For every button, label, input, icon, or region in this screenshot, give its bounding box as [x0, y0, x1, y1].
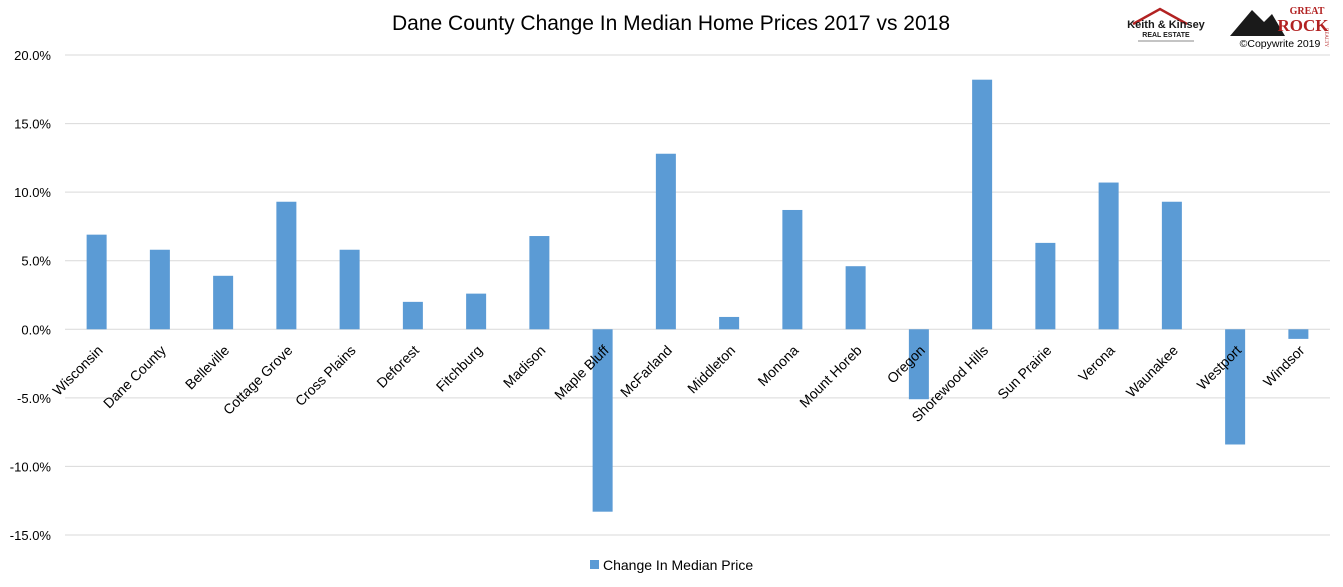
x-tick-label: Dane County: [100, 342, 169, 411]
bar-mcfarland: [655, 153, 676, 330]
x-tick-label: McFarland: [617, 342, 675, 400]
bars: [86, 79, 1309, 512]
great-rock-line2: ROCK: [1278, 16, 1330, 35]
mountain-icon: [1230, 10, 1285, 36]
bar-westport: [1225, 329, 1246, 445]
y-tick-label: 5.0%: [21, 254, 51, 269]
x-tick-label: Monona: [754, 342, 801, 389]
x-tick-label: Belleville: [182, 342, 233, 393]
bar-verona: [1098, 182, 1119, 330]
y-tick-label: 15.0%: [14, 117, 51, 132]
y-tick-label: 10.0%: [14, 185, 51, 200]
y-tick-label: 0.0%: [21, 322, 51, 337]
bar-monona: [782, 209, 803, 330]
keith-kinsey-logo: Keith & Kinsey REAL ESTATE: [1127, 7, 1206, 42]
bar-shorewood-hills: [972, 79, 993, 330]
great-rock-logo: GREAT ROCK REALTY ©Copywrite 2019: [1230, 6, 1329, 50]
bar-madison: [529, 236, 550, 330]
y-tick-label: -15.0%: [10, 528, 52, 543]
great-rock-line1: GREAT: [1290, 6, 1325, 17]
bar-cottage-grove: [276, 201, 297, 330]
bar-middleton: [719, 316, 740, 330]
x-tick-label: Cross Plains: [292, 342, 359, 409]
legend-label: Change In Median Price: [603, 557, 753, 573]
x-tick-label: Sun Prairie: [994, 342, 1054, 402]
x-tick-label: Mount Horeb: [796, 342, 865, 411]
keith-kinsey-sub: REAL ESTATE: [1142, 32, 1190, 39]
x-tick-label: Verona: [1075, 342, 1118, 385]
x-tick-label: Madison: [500, 342, 549, 391]
x-tick-label: Waunakee: [1123, 342, 1181, 400]
y-tick-label: -10.0%: [10, 459, 52, 474]
x-tick-label: Middleton: [684, 342, 738, 396]
bar-belleville: [213, 275, 234, 330]
bar-fitchburg: [466, 293, 487, 330]
great-rock-line3: REALTY: [1323, 28, 1328, 48]
gridlines: [65, 54, 1330, 536]
bar-deforest: [402, 301, 423, 330]
x-tick-label: Fitchburg: [433, 342, 486, 395]
keith-kinsey-name: Keith & Kinsey: [1127, 19, 1206, 31]
bar-oregon: [908, 329, 929, 400]
bar-mount-horeb: [845, 266, 866, 330]
bar-sun-prairie: [1035, 242, 1056, 330]
bar-maple-bluff: [592, 329, 613, 512]
legend-swatch: [590, 560, 599, 569]
chart-title: Dane County Change In Median Home Prices…: [392, 12, 950, 35]
legend: Change In Median Price: [590, 557, 753, 573]
x-tick-label: Deforest: [373, 342, 422, 391]
bar-dane-county: [149, 249, 170, 330]
bar-windsor: [1288, 329, 1309, 339]
house-roof-icon: [1132, 7, 1188, 26]
x-tick-label: Windsor: [1260, 342, 1308, 390]
bar-waunakee: [1161, 201, 1182, 330]
y-tick-label: 20.0%: [14, 48, 51, 63]
bar-wisconsin: [86, 234, 107, 330]
bar-cross-plains: [339, 249, 360, 330]
y-axis-ticks: -15.0% -10.0% -5.0% 0.0% 5.0% 10.0% 15.0% 20.0%: [10, 48, 52, 543]
y-tick-label: -5.0%: [17, 391, 51, 406]
copyright-text: ©Copywrite 2019: [1240, 38, 1321, 50]
x-tick-label: Wisconsin: [49, 342, 105, 398]
